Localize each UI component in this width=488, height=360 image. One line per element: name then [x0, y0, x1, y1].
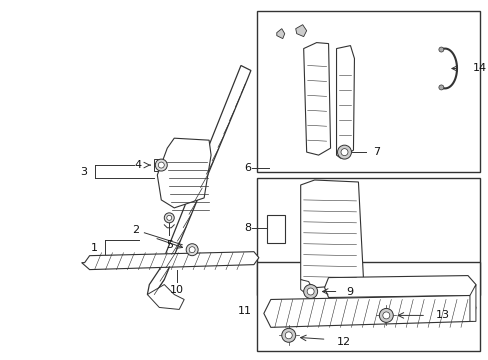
Circle shape: [382, 312, 389, 319]
Polygon shape: [336, 46, 354, 158]
Circle shape: [166, 215, 171, 220]
Circle shape: [158, 162, 164, 168]
Text: 10: 10: [170, 284, 184, 294]
Circle shape: [438, 85, 443, 90]
Circle shape: [340, 149, 347, 156]
Circle shape: [337, 145, 351, 159]
Polygon shape: [264, 296, 475, 327]
Circle shape: [281, 328, 295, 342]
Polygon shape: [147, 66, 250, 294]
Circle shape: [285, 332, 292, 339]
Bar: [266, 215, 284, 243]
Circle shape: [303, 284, 317, 298]
Polygon shape: [295, 25, 306, 37]
Text: 14: 14: [472, 63, 486, 73]
Text: 12: 12: [336, 337, 350, 347]
Bar: [256, 178, 479, 296]
Circle shape: [438, 47, 443, 52]
Circle shape: [306, 288, 313, 295]
Circle shape: [155, 159, 167, 171]
Text: 1: 1: [90, 243, 98, 253]
Polygon shape: [469, 284, 475, 321]
Polygon shape: [300, 280, 313, 297]
Polygon shape: [303, 42, 330, 155]
Polygon shape: [147, 284, 184, 310]
Text: 11: 11: [238, 306, 251, 316]
Text: 8: 8: [244, 223, 250, 233]
Circle shape: [189, 247, 195, 253]
Text: 4: 4: [134, 160, 141, 170]
Polygon shape: [81, 252, 258, 270]
Text: 6: 6: [244, 163, 250, 173]
Circle shape: [379, 309, 392, 322]
Bar: [256, 11, 479, 172]
Text: 13: 13: [435, 310, 449, 320]
Text: 2: 2: [132, 225, 139, 235]
Circle shape: [164, 213, 174, 223]
Polygon shape: [324, 276, 475, 297]
Bar: [256, 262, 479, 351]
Text: 7: 7: [373, 147, 380, 157]
Text: 9: 9: [346, 287, 353, 297]
Text: 3: 3: [81, 167, 87, 177]
Bar: [154, 159, 176, 171]
Circle shape: [186, 244, 198, 256]
Polygon shape: [157, 138, 211, 208]
Polygon shape: [300, 180, 363, 288]
Text: 5: 5: [165, 240, 172, 250]
Polygon shape: [276, 29, 284, 39]
